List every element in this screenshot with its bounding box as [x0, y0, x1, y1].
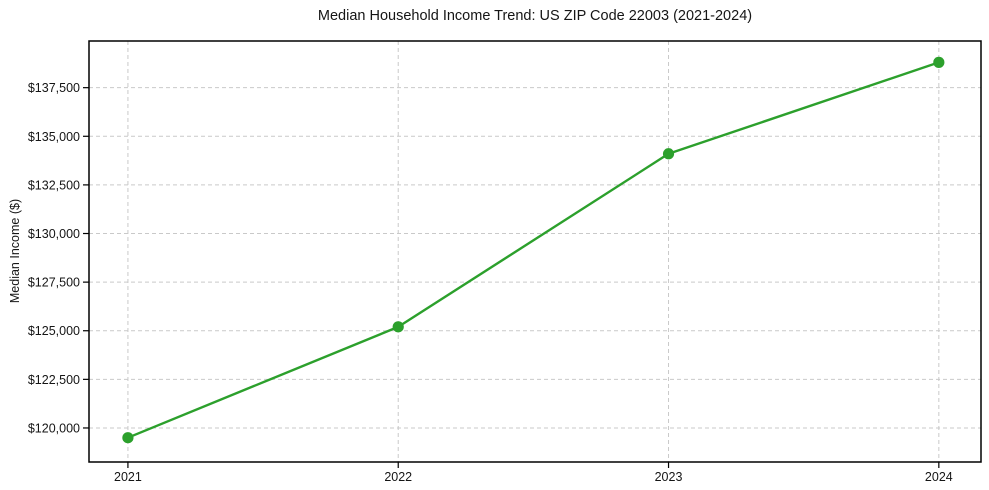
data-point [662, 148, 675, 160]
data-point [392, 321, 404, 333]
y-tick-label: $125,000 [28, 324, 80, 338]
y-tick-label: $130,000 [28, 227, 80, 241]
data-point [122, 432, 134, 444]
y-tick-label: $127,500 [28, 276, 80, 290]
plot-border [88, 40, 982, 463]
x-tick-label: 2024 [925, 470, 953, 484]
trend-line [126, 61, 940, 439]
y-tick-label: $122,500 [28, 373, 80, 387]
x-tick-label: 2023 [655, 470, 683, 484]
y-axis-label-text: Median Income ($) [8, 198, 22, 304]
x-tick-label: 2021 [114, 470, 142, 484]
y-tick-label: $135,000 [28, 130, 80, 144]
y-tick-label: $132,500 [28, 178, 80, 192]
x-tick-label: 2022 [384, 470, 412, 484]
y-tick-label: $120,000 [28, 421, 80, 435]
y-tick-label: $137,500 [28, 81, 80, 95]
chart-title: Median Household Income Trend: US ZIP Co… [317, 8, 753, 24]
data-point [933, 56, 945, 68]
